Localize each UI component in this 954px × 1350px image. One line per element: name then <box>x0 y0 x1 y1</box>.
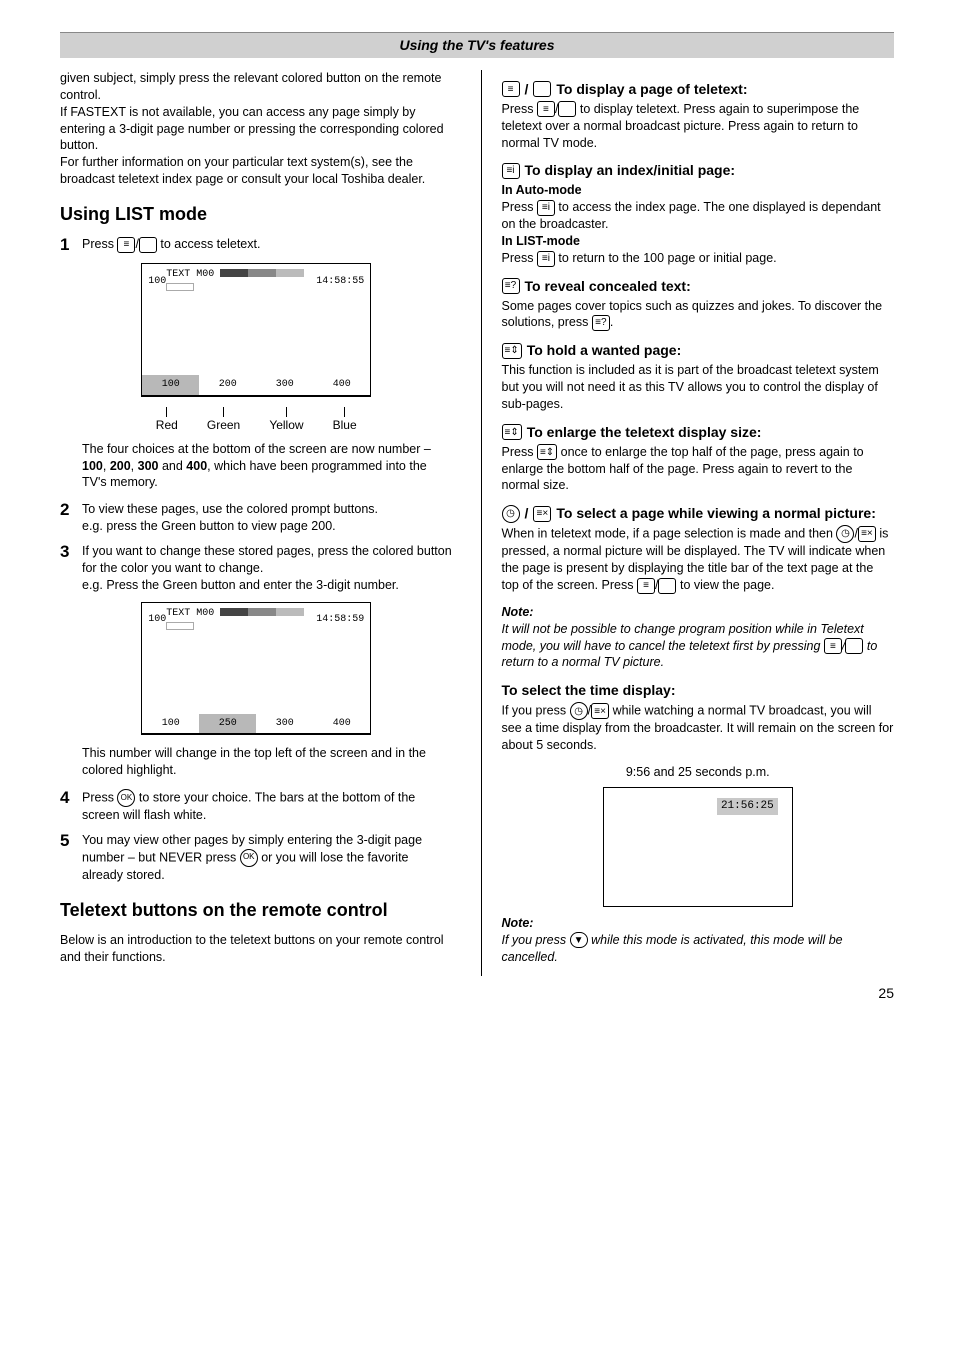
reveal-icon: ≡? <box>592 315 610 331</box>
screen1-cell-3: 400 <box>313 375 370 395</box>
screen1-cell-2: 300 <box>256 375 313 395</box>
step-number: 2 <box>60 501 74 520</box>
rect-icon <box>845 638 863 654</box>
reveal-icon: ≡? <box>502 278 520 294</box>
step1-after: The four choices at the bottom of the sc… <box>82 441 453 492</box>
right-column: ≡/ To display a page of teletext: Press … <box>481 70 895 976</box>
step-number: 4 <box>60 789 74 808</box>
screen1-cell-0: 100 <box>142 375 199 395</box>
p-auto-mode: In Auto-mode Press ≡i to access the inde… <box>502 182 895 266</box>
clock-icon: ◷ <box>502 505 520 523</box>
time-example-label: 9:56 and 25 seconds p.m. <box>502 764 895 781</box>
heading-select-page: ◷/≡× To select a page while viewing a no… <box>502 504 895 523</box>
screen2-cell-3: 400 <box>313 714 370 734</box>
screen1-topmid: TEXT M00 <box>166 269 214 280</box>
step4-a: Press <box>82 790 114 804</box>
teletext-icon: ≡ <box>502 81 520 97</box>
screen2-cell-0: 100 <box>142 714 199 734</box>
screen2-cell-1: 250 <box>199 714 256 734</box>
info-icon: ≡i <box>537 251 555 267</box>
heading-time-display: To select the time display: <box>502 681 895 700</box>
p-hold: This function is included as it is part … <box>502 362 895 413</box>
heading-teletext-buttons: Teletext buttons on the remote control <box>60 898 453 922</box>
info-icon: ≡i <box>502 163 520 179</box>
rect-icon <box>139 237 157 253</box>
size-icon: ≡⇕ <box>537 444 557 460</box>
screen1-cell-1: 200 <box>199 375 256 395</box>
step-5: 5 You may view other pages by simply ent… <box>60 832 453 884</box>
teletext-icon: ≡ <box>117 237 135 253</box>
step-number: 5 <box>60 832 74 851</box>
size-icon: ≡⇕ <box>502 424 522 440</box>
subpage-icon: ≡× <box>591 703 609 719</box>
step-1: 1 Press ≡/ to access teletext. <box>60 236 453 255</box>
step3-text: If you want to change these stored pages… <box>82 544 452 575</box>
subpage-icon: ≡× <box>533 506 551 522</box>
screen1-topleft: 100 <box>148 275 166 289</box>
label-green: Green <box>207 418 240 432</box>
intro-text: given subject, simply press the relevant… <box>60 70 453 188</box>
step-number: 1 <box>60 236 74 255</box>
p-time-display: If you press ◷/≡× while watching a norma… <box>502 702 895 754</box>
down-icon: ▼ <box>570 932 588 948</box>
label-blue: Blue <box>333 418 357 432</box>
step1-text-b: to access teletext. <box>160 237 260 251</box>
time-display-screen: 21:56:25 <box>603 787 793 907</box>
heading-hold: ≡⇕ To hold a wanted page: <box>502 341 895 360</box>
step1-text-a: Press <box>82 237 114 251</box>
teletext-screen-2: 100 TEXT M00 14:58:59 100 250 300 400 <box>141 602 371 736</box>
hold-icon: ≡⇕ <box>502 343 522 359</box>
note-text-1: It will not be possible to change progra… <box>502 621 895 672</box>
clock-icon: ◷ <box>570 702 588 720</box>
teletext-screen-1: 100 TEXT M00 14:58:55 100 200 300 400 <box>141 263 371 397</box>
screen1-topright: 14:58:55 <box>316 275 364 289</box>
screen2-topright: 14:58:59 <box>316 613 364 627</box>
step-3: 3 If you want to change these stored pag… <box>60 543 453 594</box>
heading-display-page: ≡/ To display a page of teletext: <box>502 80 895 99</box>
rect-icon <box>533 81 551 97</box>
p-display-page: Press ≡/ to display teletext. Press agai… <box>502 101 895 152</box>
step3-eg: e.g. Press the Green button and enter th… <box>82 578 399 592</box>
info-icon: ≡i <box>537 200 555 216</box>
step3-after: This number will change in the top left … <box>82 745 453 779</box>
teletext-icon: ≡ <box>824 638 842 654</box>
time-value: 21:56:25 <box>717 798 778 815</box>
step-2: 2 To view these pages, use the colored p… <box>60 501 453 535</box>
screen1-color-labels: Red Green Yellow Blue <box>141 405 371 433</box>
step2-eg: e.g. press the Green button to view page… <box>82 519 336 533</box>
note-text-2: If you press ▼ while this mode is activa… <box>502 932 895 966</box>
p-enlarge: Press ≡⇕ once to enlarge the top half of… <box>502 444 895 495</box>
step-number: 3 <box>60 543 74 562</box>
buttons-intro: Below is an introduction to the teletext… <box>60 932 453 966</box>
heading-enlarge: ≡⇕ To enlarge the teletext display size: <box>502 423 895 442</box>
screen2-topleft: 100 <box>148 613 166 627</box>
p-reveal: Some pages cover topics such as quizzes … <box>502 298 895 332</box>
ok-icon: OK <box>117 789 135 807</box>
note-label-2: Note: <box>502 915 895 932</box>
label-yellow: Yellow <box>269 418 303 432</box>
step2-text: To view these pages, use the colored pro… <box>82 502 378 516</box>
p-select-page: When in teletext mode, if a page selecti… <box>502 525 895 594</box>
teletext-icon: ≡ <box>537 101 555 117</box>
left-column: given subject, simply press the relevant… <box>60 70 453 976</box>
heading-reveal: ≡? To reveal concealed text: <box>502 277 895 296</box>
page-number: 25 <box>60 984 894 1003</box>
label-red: Red <box>156 418 178 432</box>
subpage-icon: ≡× <box>858 526 876 542</box>
rect-icon <box>558 101 576 117</box>
ok-icon: OK <box>240 849 258 867</box>
screen2-topmid: TEXT M00 <box>166 608 214 619</box>
note-label: Note: <box>502 604 895 621</box>
teletext-icon: ≡ <box>637 578 655 594</box>
screen2-cell-2: 300 <box>256 714 313 734</box>
heading-list-mode: Using LIST mode <box>60 202 453 226</box>
section-header: Using the TV's features <box>60 32 894 58</box>
rect-icon <box>658 578 676 594</box>
clock-icon: ◷ <box>836 525 854 543</box>
step-4: 4 Press OK to store your choice. The bar… <box>60 789 453 824</box>
heading-index-page: ≡i To display an index/initial page: <box>502 161 895 180</box>
